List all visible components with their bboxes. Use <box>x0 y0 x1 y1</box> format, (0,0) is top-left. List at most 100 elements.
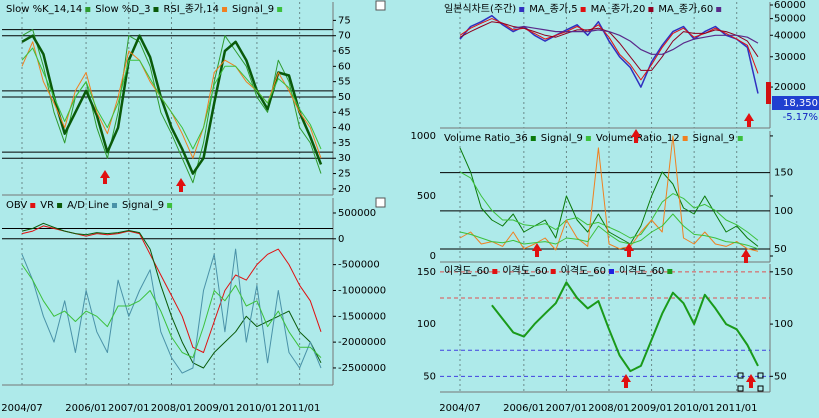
signal-arrow <box>176 178 186 192</box>
legend-swatch <box>716 7 722 12</box>
y2-tick-label: 100 <box>774 206 793 217</box>
legend-swatch <box>222 7 228 12</box>
signal-arrow <box>621 374 631 388</box>
series-line <box>513 25 759 55</box>
y-tick-label: 100 <box>774 319 793 330</box>
legend-swatch <box>608 269 614 274</box>
legend-label: 이격도_60 <box>444 264 489 277</box>
legend-label: Signal_9 <box>541 133 583 144</box>
y-tick-label: 55 <box>338 77 351 88</box>
annotation: 18,350 <box>783 98 818 109</box>
legend-swatch <box>737 136 743 141</box>
legend-swatch <box>57 203 63 208</box>
x-tick-label: 2007/01 <box>108 403 150 414</box>
legend-swatch <box>492 269 498 274</box>
legend-swatch <box>682 136 688 141</box>
series-line <box>459 14 759 94</box>
y-tick-label: -1500000 <box>338 311 386 322</box>
x-tick-label: 2010/01 <box>236 403 278 414</box>
legend-label: Slow %D_3 <box>95 4 150 15</box>
legend-label: RSI_종가,14 <box>163 3 219 15</box>
legend-label: A/D Line <box>67 200 109 211</box>
x-tick-label: 2007/01 <box>546 403 588 414</box>
y-tick-label: -1000000 <box>338 285 386 296</box>
legend-swatch <box>550 269 556 274</box>
price-tag <box>772 96 819 110</box>
y-tick-label: 40000 <box>774 30 806 41</box>
legend-label: 일본식차트(주간) <box>444 3 516 15</box>
signal-arrow <box>746 374 756 388</box>
legend-label: Signal_9 <box>693 133 735 144</box>
signal-arrow <box>744 113 754 127</box>
series-line <box>459 147 759 247</box>
legend-label: MA_종가,5 <box>529 3 577 15</box>
legend-label: 이격도_60 <box>561 264 606 277</box>
signal-arrow <box>631 129 641 143</box>
y-tick-label: 0 <box>430 251 436 262</box>
y-tick-label: 50 <box>774 371 787 382</box>
signal-arrow <box>741 249 751 263</box>
legend-label: 이격도_60 <box>619 264 664 277</box>
series-line <box>21 222 322 369</box>
legend-label: Signal_9 <box>232 4 274 15</box>
y-tick-label: 500 <box>417 191 436 202</box>
y-tick-label: 30000 <box>774 52 806 63</box>
signal-box <box>757 385 764 392</box>
y-tick-label: 150 <box>774 267 793 278</box>
y-tick-label: 35 <box>338 138 351 149</box>
close-icon[interactable] <box>375 0 386 11</box>
legend-label: VR <box>40 200 54 211</box>
legend-swatch <box>648 7 654 12</box>
close-icon[interactable] <box>375 197 386 208</box>
y-tick-label: 60000 <box>774 0 806 11</box>
legend-label: Slow %K_14,14 <box>6 4 82 15</box>
y-tick-label: 50 <box>423 371 436 382</box>
y-tick-label: 100 <box>417 319 436 330</box>
signal-arrow <box>624 243 634 257</box>
x-tick-label: 2004/07 <box>439 403 481 414</box>
legend-swatch <box>580 7 586 12</box>
y-tick-label: 70 <box>338 31 351 42</box>
y-tick-label: 30 <box>338 153 351 164</box>
legend-label: OBV <box>6 200 27 211</box>
legend-label: Signal_9 <box>122 200 164 211</box>
y2-tick-label: 50 <box>774 244 787 255</box>
x-tick-label: 2004/07 <box>1 403 43 414</box>
y-tick-label: 0 <box>338 234 344 245</box>
signal-arrow <box>100 170 110 184</box>
legend-swatch <box>519 7 525 12</box>
legend-swatch <box>153 7 159 12</box>
price-marker <box>766 82 771 104</box>
y-tick-label: -2500000 <box>338 363 386 374</box>
signal-box <box>757 372 764 379</box>
y2-tick-label: 150 <box>774 168 793 179</box>
y-tick-label: 150 <box>417 267 436 278</box>
series-line <box>459 171 759 241</box>
legend-label: 이격도_60 <box>502 264 547 277</box>
legend-swatch <box>585 136 591 141</box>
y-tick-label: 50 <box>338 92 351 103</box>
y-tick-label: 50000 <box>774 14 806 25</box>
signal-box <box>737 385 744 392</box>
legend-swatch <box>667 269 673 274</box>
y-tick-label: 20 <box>338 184 351 195</box>
x-tick-label: 2011/01 <box>279 403 321 414</box>
series-line <box>21 34 323 175</box>
x-tick-label: 2011/01 <box>716 403 758 414</box>
legend-swatch <box>530 136 536 141</box>
legend-swatch <box>277 7 283 12</box>
y-tick-label: 45 <box>338 107 351 118</box>
legend-swatch <box>85 7 91 12</box>
y-tick-label: -2000000 <box>338 337 386 348</box>
y-tick-label: 20000 <box>774 82 806 93</box>
decorations <box>100 0 771 392</box>
y-tick-label: 25 <box>338 169 351 180</box>
series-line <box>459 18 759 81</box>
y-tick-label: 500000 <box>338 208 376 219</box>
x-tick-label: 2008/01 <box>588 403 630 414</box>
y-tick-label: 60 <box>338 61 351 72</box>
signal-box <box>737 372 744 379</box>
x-tick-label: 2009/01 <box>631 403 673 414</box>
